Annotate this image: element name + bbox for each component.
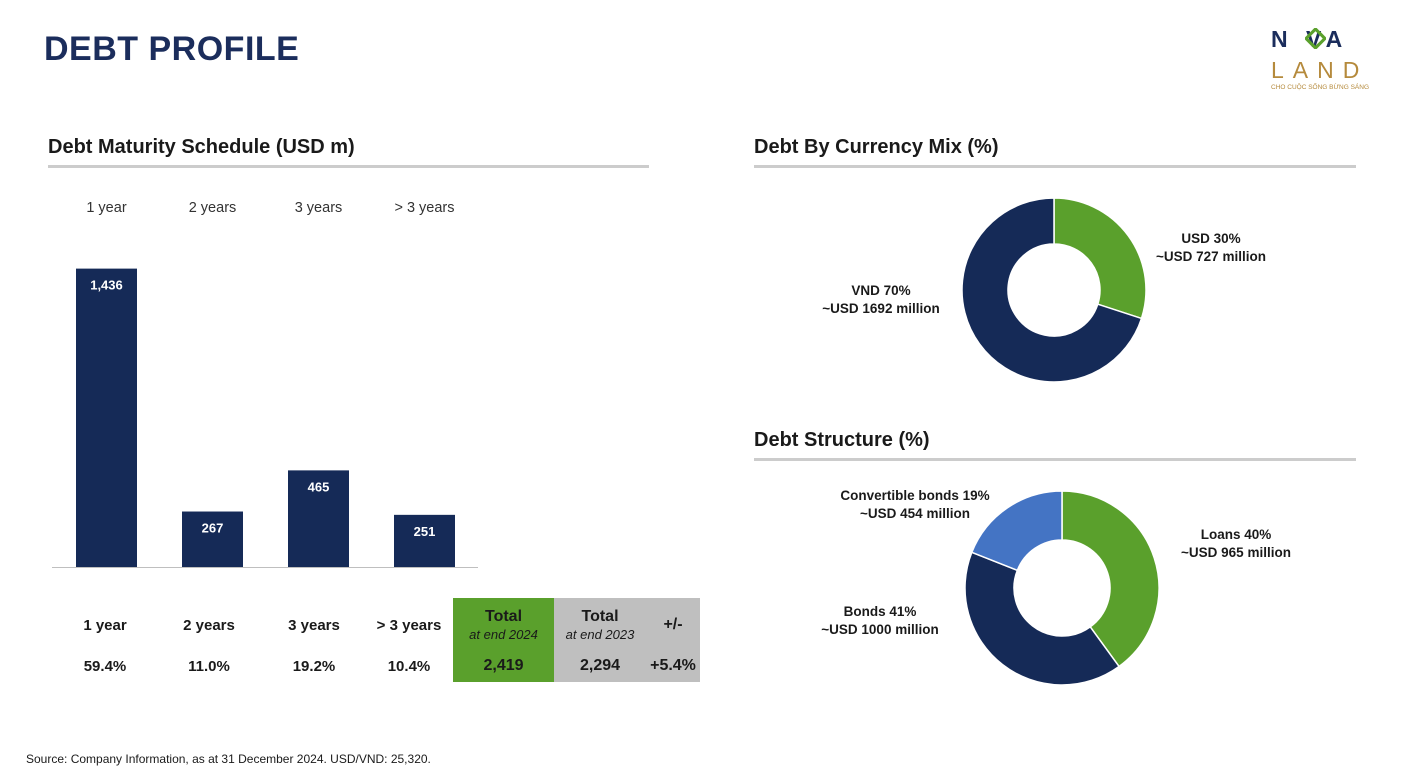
donut-slice-bonds — [965, 551, 1121, 685]
donut-slice-usd — [1053, 198, 1146, 320]
structure-label-bonds: Bonds 41% ~USD 1000 million — [812, 603, 948, 639]
bar — [76, 268, 137, 567]
bonds-amount-label: ~USD 1000 million — [821, 622, 939, 637]
vnd-share-label: VND 70% — [851, 283, 911, 298]
convertible-share-label: Convertible bonds 19% — [840, 488, 990, 503]
loans-amount-label: ~USD 965 million — [1181, 545, 1291, 560]
summary-bucket-pct: 19.2% — [292, 658, 336, 675]
summary-bucket-pct: 59.4% — [83, 658, 127, 675]
summary-bucket-label: 2 years — [183, 617, 235, 634]
loans-share-label: Loans 40% — [1200, 527, 1272, 542]
currency-section-title: Debt By Currency Mix (%) — [754, 136, 1356, 168]
total-2023-sub: at end 2023 — [565, 627, 635, 642]
source-note: Source: Company Information, as at 31 De… — [26, 752, 431, 766]
total-2024-label: Total — [484, 608, 523, 625]
logo-tagline: CHO CUỘC SỐNG BỪNG SÁNG — [1271, 84, 1370, 91]
change-value: +5.4% — [650, 657, 696, 674]
donut-slice-loans — [1061, 491, 1159, 668]
summary-bucket-label: > 3 years — [376, 617, 442, 634]
bar-value-label: 267 — [202, 521, 224, 536]
bar-category-label: 3 years — [295, 200, 343, 216]
summary-bucket-label: 3 years — [288, 617, 340, 634]
structure-section-title: Debt Structure (%) — [754, 429, 1356, 461]
change-header: +/- — [663, 616, 683, 633]
total-2023-cell — [554, 598, 700, 682]
usd-share-label: USD 30% — [1181, 231, 1241, 246]
currency-donut-chart — [962, 198, 1146, 382]
logo-diamond-icon — [1305, 28, 1326, 49]
total-2023-value: 2,294 — [579, 657, 621, 674]
summary-bucket-label: 1 year — [83, 617, 127, 634]
total-2024-header: Total at end 2024 — [453, 608, 554, 644]
structure-label-convertible: Convertible bonds 19% ~USD 454 million — [836, 487, 994, 523]
summary-bucket-pct: 11.0% — [188, 658, 230, 675]
bar-category-label: > 3 years — [394, 200, 454, 216]
bonds-share-label: Bonds 41% — [843, 604, 917, 619]
total-2023-label: Total — [581, 608, 619, 625]
maturity-section-title: Debt Maturity Schedule (USD m) — [48, 136, 649, 168]
total-2024-value: 2,419 — [483, 657, 524, 674]
structure-label-loans: Loans 40% ~USD 965 million — [1174, 526, 1298, 562]
total-2023-header: Total at end 2023 — [554, 608, 646, 644]
usd-amount-label: ~USD 727 million — [1156, 249, 1266, 264]
convertible-amount-label: ~USD 454 million — [860, 506, 970, 521]
bar — [182, 511, 243, 567]
currency-label-usd: USD 30% ~USD 727 million — [1150, 230, 1272, 266]
bar — [394, 514, 455, 567]
bar — [288, 470, 349, 567]
donut-slice-convertible-bonds — [970, 491, 1063, 572]
total-2024-cell — [453, 598, 554, 682]
logo-line-2: LAND — [1271, 57, 1369, 83]
maturity-bar-chart: 1 year 1,436 2 years 267 3 years 465 > 3 years… — [52, 200, 478, 568]
bar-category-label: 2 years — [189, 200, 237, 216]
bar-value-label: 1,436 — [90, 278, 123, 293]
bar-category-label: 1 year — [86, 200, 126, 216]
page-title: DEBT PROFILE — [44, 30, 300, 68]
vnd-amount-label: ~USD 1692 million — [822, 301, 940, 316]
total-2024-sub: at end 2024 — [469, 627, 538, 642]
structure-donut-chart — [965, 491, 1159, 685]
summary-bucket-pct: 10.4% — [387, 658, 431, 675]
bar-value-label: 251 — [414, 524, 436, 539]
bar-value-label: 465 — [308, 479, 330, 494]
novaland-logo: N VA LAND CHO CUỘC SỐNG BỪNG SÁNG — [1268, 26, 1378, 96]
donut-slice-vnd — [962, 198, 1143, 382]
currency-label-vnd: VND 70% ~USD 1692 million — [816, 282, 946, 318]
